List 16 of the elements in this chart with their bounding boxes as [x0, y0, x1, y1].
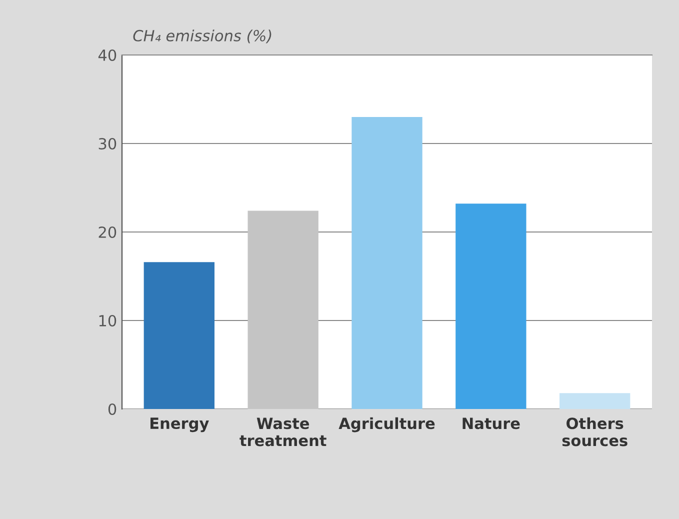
x-tick-label: Agriculture [338, 417, 435, 432]
bar [560, 393, 630, 409]
x-tick-label: Others sources [562, 417, 628, 446]
bar [352, 116, 422, 409]
x-tick-label: Energy [150, 418, 209, 432]
x-tick-label: Waste treatment [240, 418, 326, 446]
y-tick-label: 40 [98, 49, 116, 62]
y-tick-label: 0 [108, 403, 116, 416]
y-tick-label: 30 [98, 138, 116, 150]
bar [456, 204, 526, 409]
bar [248, 210, 318, 409]
y-axis-title: CH₄ emissions (%) [133, 30, 272, 44]
x-tick-label: Nature [462, 418, 520, 430]
y-tick-label: 20 [98, 226, 116, 238]
bar [144, 262, 214, 409]
y-tick-label: 10 [99, 314, 116, 327]
